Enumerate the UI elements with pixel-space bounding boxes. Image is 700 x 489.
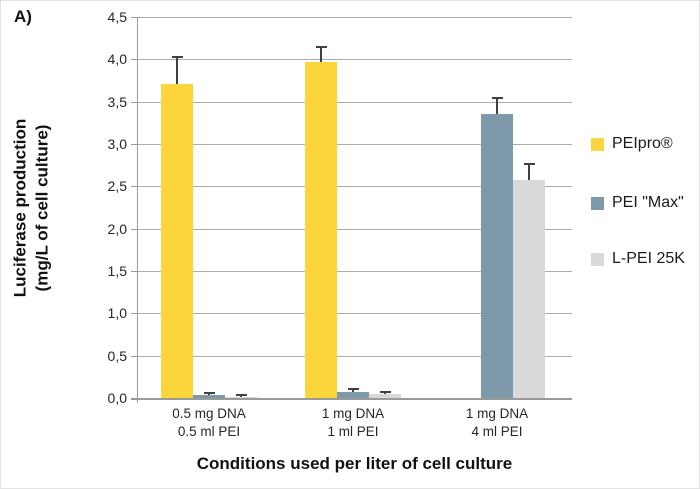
gridline [137, 229, 572, 230]
x-category-label-line: 4 ml PEI [471, 424, 523, 439]
error-bar-cap [316, 46, 327, 48]
legend-item-lpei: L-PEI 25K [591, 250, 685, 268]
legend-label-lpei: L-PEI 25K [612, 250, 685, 267]
error-bar-cap [204, 392, 215, 394]
y-tick-label: 0,0 [107, 390, 127, 406]
gridline [137, 102, 572, 103]
x-category-label: 1 mg DNA 1 ml PEI [293, 405, 413, 441]
bar [513, 180, 545, 398]
y-tick-label: 3,0 [107, 136, 127, 152]
y-tick-label: 0,5 [107, 348, 127, 364]
error-bar-line [352, 388, 354, 392]
gridline [137, 271, 572, 272]
y-tick-label: 4,0 [107, 51, 127, 67]
y-axis-tick [131, 271, 137, 272]
legend-swatch-pei-max [591, 196, 604, 210]
bar [305, 62, 337, 398]
y-axis-title: Luciferase production (mg/L of cell cult… [10, 18, 56, 399]
bar [369, 394, 401, 398]
bar [161, 84, 193, 398]
y-axis-tick [131, 144, 137, 145]
error-bar-cap [172, 56, 183, 58]
x-category-label-line: 1 ml PEI [327, 424, 379, 439]
legend-swatch-lpei [591, 252, 604, 266]
y-axis-tick [131, 313, 137, 314]
gridline [137, 59, 572, 60]
bar [337, 392, 369, 398]
bar [193, 395, 225, 398]
x-axis-title: Conditions used per liter of cell cultur… [196, 454, 513, 473]
legend: PEIpro® PEI "Max" L-PEI 25K [591, 1, 699, 488]
y-tick-label: 1,0 [107, 305, 127, 321]
y-axis-title-line2: (mg/L of cell culture) [32, 124, 52, 292]
bar [225, 397, 257, 398]
error-bar-cap [236, 394, 247, 396]
panel-label: A) [14, 7, 32, 26]
gridline [137, 17, 572, 18]
x-category-label: 1 mg DNA 4 ml PEI [437, 405, 557, 441]
y-tick-label: 3,5 [107, 94, 127, 110]
y-tick-label: 1,5 [107, 263, 127, 279]
error-bar-line [320, 46, 322, 62]
y-axis-tick [131, 102, 137, 103]
x-category-label-line: 1 mg DNA [321, 406, 385, 421]
error-bar-cap [492, 97, 503, 99]
error-bar-line [496, 97, 498, 114]
legend-label-pei-max: PEI "Max" [612, 194, 684, 211]
gridline [137, 356, 572, 357]
y-axis-title-line1: Luciferase production [10, 118, 30, 298]
error-bar-cap [348, 388, 359, 390]
legend-item-peipro: PEIpro® [591, 135, 673, 153]
y-axis-tick [131, 356, 137, 357]
y-axis-tick [131, 186, 137, 187]
y-axis-tick [131, 17, 137, 18]
x-axis-line [131, 398, 572, 400]
y-axis-tick [131, 59, 137, 60]
y-tick-label: 2,5 [107, 178, 127, 194]
legend-label-peipro: PEIpro® [612, 135, 673, 152]
y-axis-tick [131, 229, 137, 230]
y-axis-line [137, 17, 138, 403]
gridline [137, 313, 572, 314]
gridline [137, 144, 572, 145]
x-category-label-line: 0.5 ml PEI [177, 424, 241, 439]
gridline [137, 186, 572, 187]
bar [481, 114, 513, 398]
x-category-label-line: 0.5 mg DNA [172, 406, 246, 421]
error-bar-line [528, 163, 530, 180]
y-tick-label: 4,5 [107, 9, 127, 25]
error-bar-line [176, 56, 178, 84]
error-bar-cap [380, 391, 391, 393]
y-tick-label: 2,0 [107, 221, 127, 237]
x-category-label-line: 1 mg DNA [465, 406, 529, 421]
error-bar-cap [524, 163, 535, 165]
x-category-label: 0.5 mg DNA 0.5 ml PEI [149, 405, 269, 441]
legend-item-pei-max: PEI "Max" [591, 194, 684, 212]
legend-swatch-peipro [591, 137, 604, 151]
